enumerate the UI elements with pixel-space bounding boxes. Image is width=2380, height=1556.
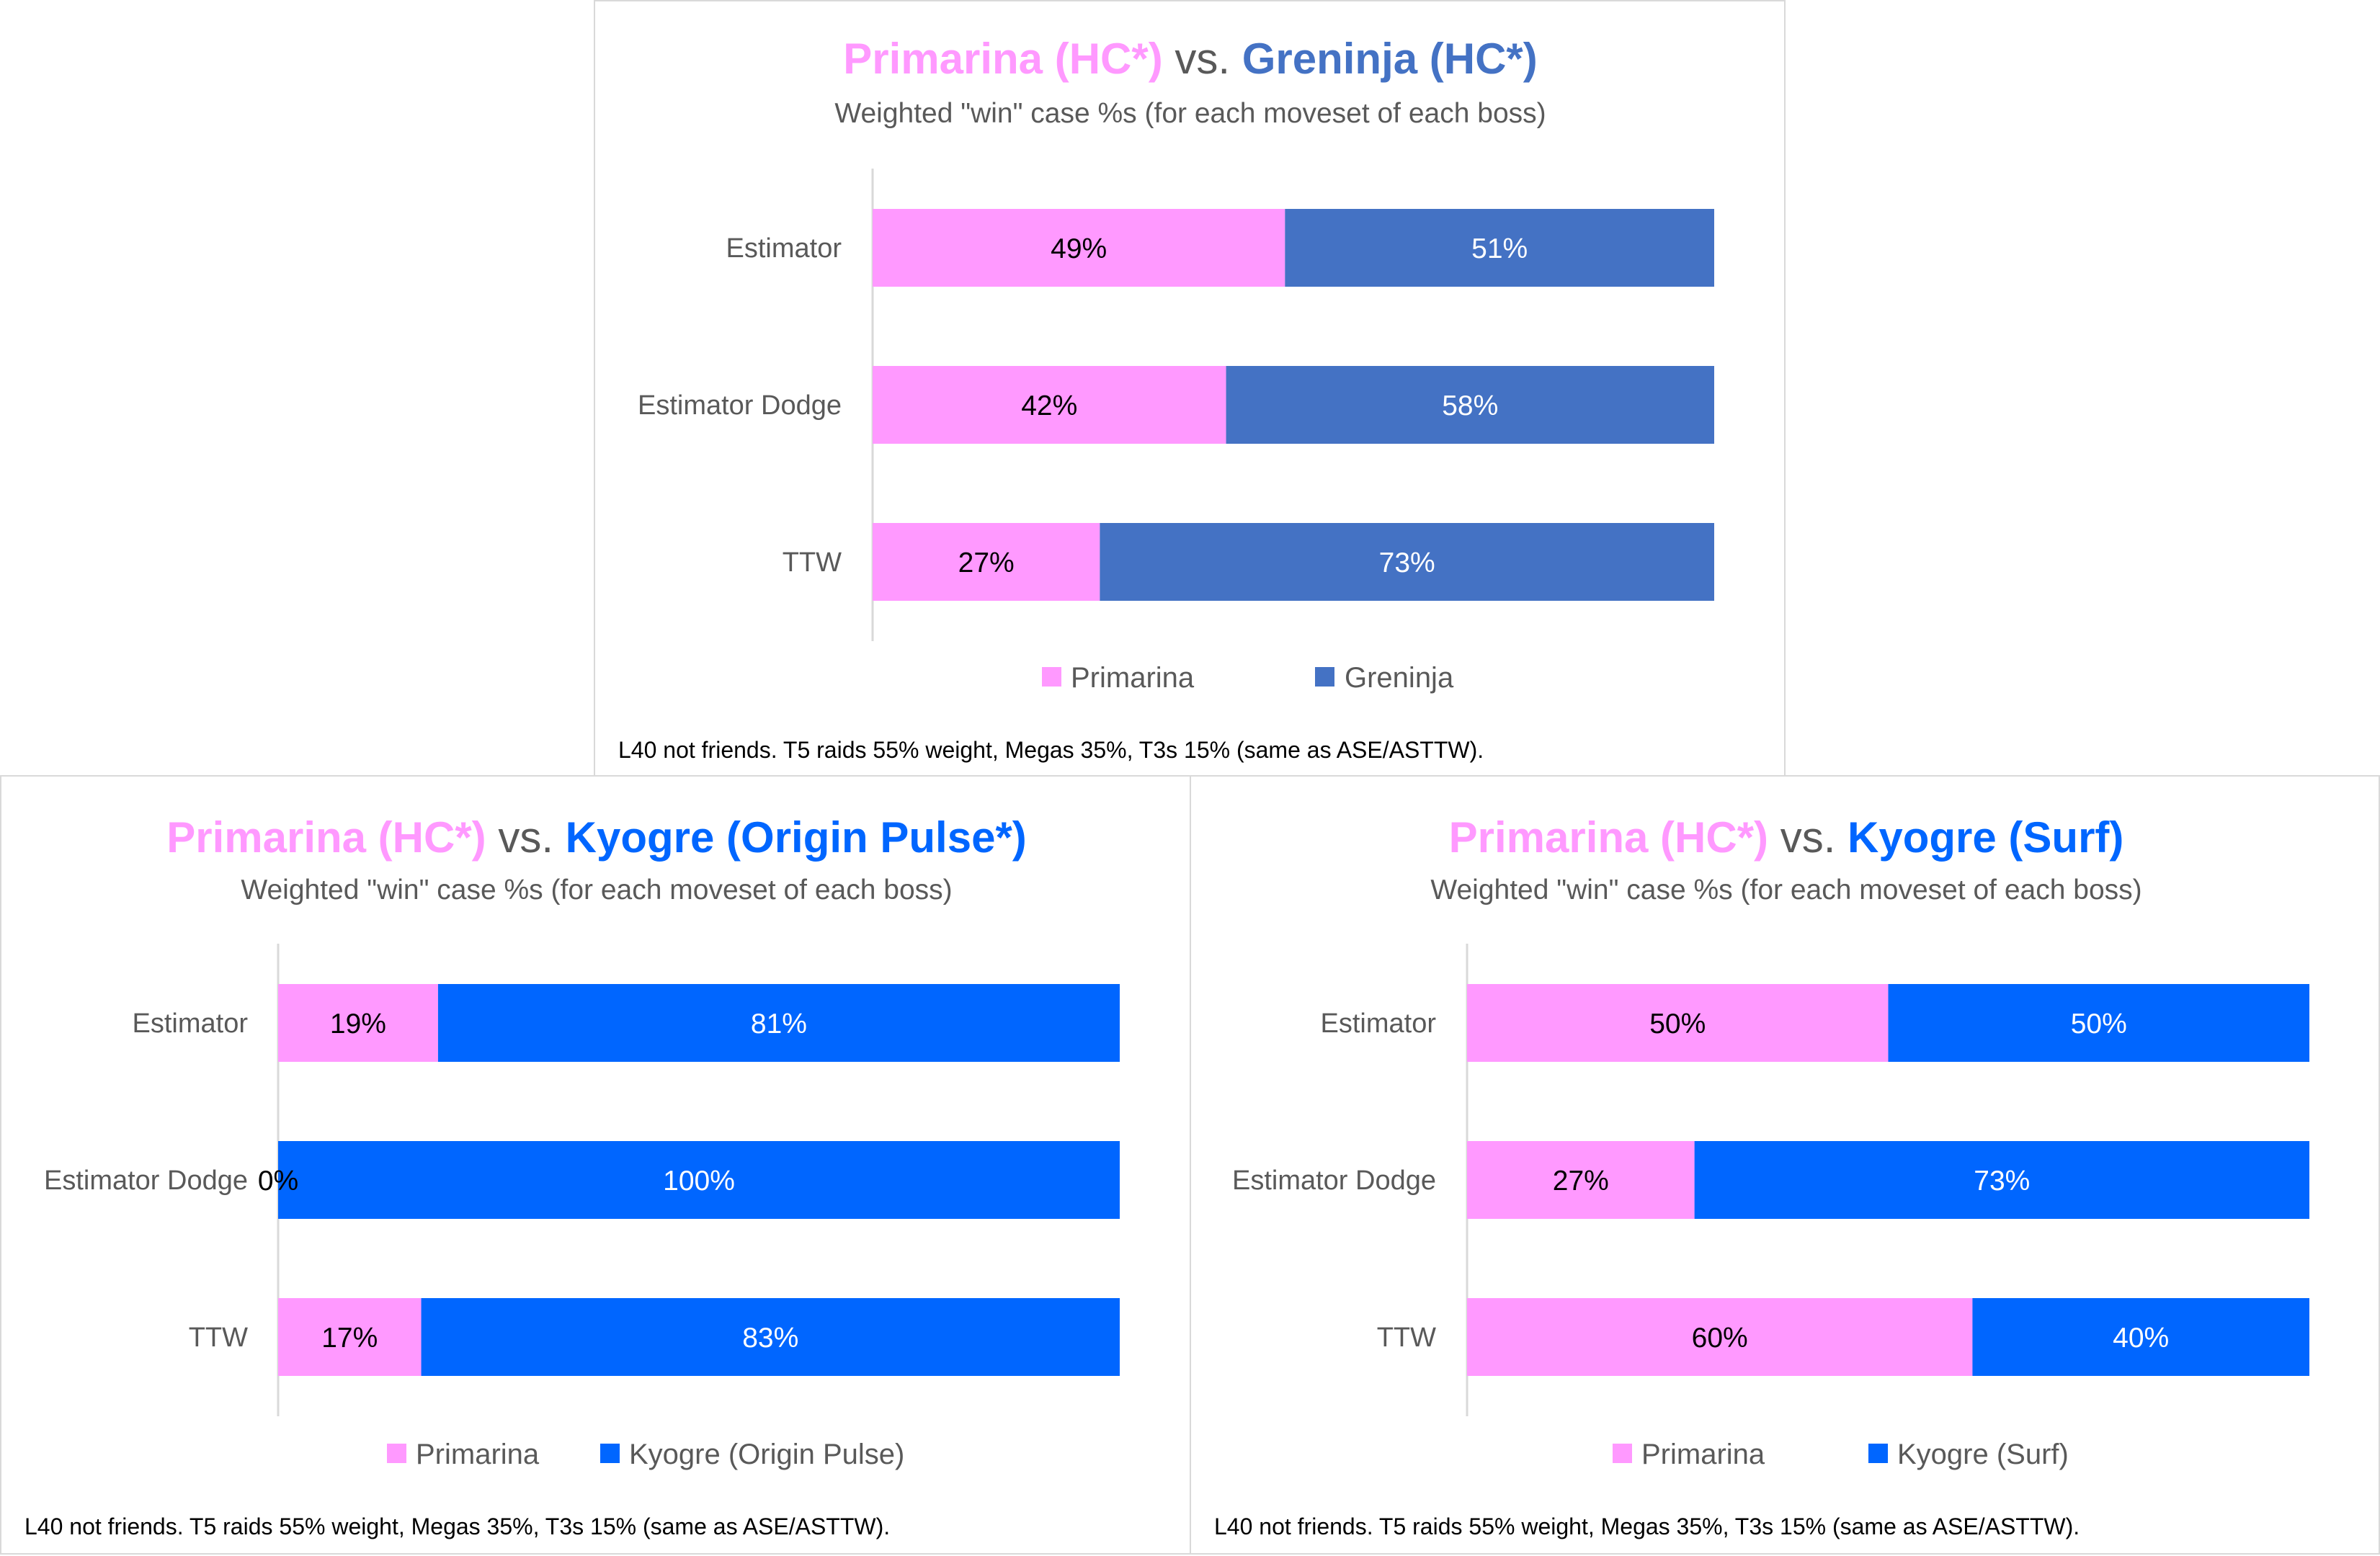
data-label: 60%: [1692, 1323, 1748, 1354]
bar-segment-greninja: [1226, 366, 1714, 444]
bar-segment-kyogre-surf: [1694, 1141, 2309, 1219]
bar-segment-primarina: [1467, 1141, 1695, 1219]
legend-label: Kyogre (Surf): [1897, 1439, 2069, 1470]
bar-segment-primarina: [873, 366, 1226, 444]
bar-segment-kyogre-origin-pulse: [437, 984, 1120, 1062]
chart-title-part2: Kyogre (Surf): [1848, 813, 2123, 862]
category-label: Estimator: [133, 1009, 249, 1039]
chart-title-part2: Greninja (HC*): [1242, 35, 1538, 83]
data-label: 100%: [663, 1166, 735, 1197]
legend-label: Greninja: [1345, 662, 1454, 694]
chart-title: Primarina (HC*) vs. Greninja (HC*): [843, 35, 1538, 83]
data-label: 73%: [1379, 547, 1435, 578]
category-label: Estimator Dodge: [1232, 1166, 1436, 1196]
data-label: 42%: [1021, 390, 1077, 421]
chart-panel-primarina-vs-kyogre-surf: Primarina (HC*) vs. Kyogre (Surf) Weighte…: [1190, 775, 2380, 1555]
category-label: Estimator Dodge: [638, 390, 842, 421]
data-label: 81%: [751, 1009, 807, 1039]
bar-segment-kyogre-surf: [1972, 1298, 2309, 1376]
legend-label: Kyogre (Origin Pulse): [629, 1439, 904, 1470]
data-label: 40%: [2113, 1323, 2169, 1354]
bar-segment-primarina: [873, 209, 1285, 287]
category-label: Estimator: [726, 233, 842, 264]
chart-subtitle: Weighted "win" case %s (for each moveset…: [834, 98, 1546, 129]
data-label: 17%: [321, 1323, 378, 1354]
chart-svg: Primarina (HC*) vs. Kyogre (Origin Pulse…: [24, 813, 1120, 1539]
data-label: 50%: [1649, 1009, 1706, 1039]
chart-title-part1: Primarina (HC*): [1449, 813, 1768, 862]
legend-label: Primarina: [1641, 1439, 1765, 1470]
data-label: 51%: [1471, 233, 1528, 264]
chart-subtitle: Weighted "win" case %s (for each moveset…: [1430, 875, 2141, 906]
chart-title-part2: Kyogre (Origin Pulse*): [566, 813, 1027, 862]
chart-footnote: L40 not friends. T5 raids 55% weight, Me…: [24, 1513, 890, 1539]
bar-segment-primarina: [278, 984, 438, 1062]
chart-svg: Primarina (HC*) vs. Kyogre (Surf) Weighte…: [1214, 813, 2309, 1539]
chart-title-part1: Primarina (HC*): [166, 813, 486, 862]
chart-subtitle: Weighted "win" case %s (for each moveset…: [241, 875, 952, 906]
chart-footnote: L40 not friends. T5 raids 55% weight, Me…: [1214, 1513, 2080, 1539]
category-label: Estimator: [1321, 1009, 1437, 1039]
data-label: 50%: [2071, 1009, 2127, 1039]
bar-segment-primarina: [1467, 984, 1889, 1062]
chart-svg: Primarina (HC*) vs. Greninja (HC*) Weight…: [618, 35, 1714, 763]
category-label: TTW: [189, 1323, 248, 1353]
chart-title-vs: vs.: [1768, 813, 1848, 862]
chart-title-vs: vs.: [486, 813, 566, 862]
data-label: 58%: [1442, 390, 1498, 421]
bar-segment-kyogre-origin-pulse: [421, 1298, 1120, 1376]
chart-title-vs: vs.: [1163, 35, 1242, 83]
legend-swatch: [1613, 1444, 1632, 1463]
legend-label: Primarina: [416, 1439, 540, 1470]
bar-segment-primarina: [1467, 1298, 1973, 1376]
legend-swatch: [1042, 667, 1061, 687]
legend-swatch: [600, 1444, 620, 1463]
bar-segment-primarina: [873, 523, 1100, 601]
chart-footnote: L40 not friends. T5 raids 55% weight, Me…: [618, 737, 1484, 763]
category-label: Estimator Dodge: [44, 1166, 248, 1196]
chart-title-part1: Primarina (HC*): [843, 35, 1162, 83]
category-label: TTW: [1377, 1323, 1436, 1353]
bar-segment-greninja: [1285, 209, 1714, 287]
bar-segment-kyogre-origin-pulse: [278, 1141, 1120, 1219]
data-label: 83%: [742, 1323, 798, 1354]
bar-segment-greninja: [1100, 523, 1714, 601]
legend-swatch: [1868, 1444, 1888, 1463]
data-label: 0%: [258, 1166, 298, 1197]
category-label: TTW: [783, 547, 842, 578]
bar-segment-kyogre-surf: [1888, 984, 2309, 1062]
data-label: 19%: [330, 1009, 386, 1039]
chart-title: Primarina (HC*) vs. Kyogre (Origin Pulse…: [166, 813, 1027, 862]
data-label: 27%: [958, 547, 1015, 578]
data-label: 27%: [1553, 1166, 1609, 1197]
data-label: 73%: [1974, 1166, 2030, 1197]
chart-panel-primarina-vs-greninja: Primarina (HC*) vs. Greninja (HC*) Weight…: [594, 0, 1786, 777]
chart-panel-primarina-vs-kyogre-origin-pulse: Primarina (HC*) vs. Kyogre (Origin Pulse…: [0, 775, 1192, 1555]
chart-title: Primarina (HC*) vs. Kyogre (Surf): [1449, 813, 2124, 862]
legend-swatch: [387, 1444, 406, 1463]
legend-swatch: [1315, 667, 1334, 687]
bar-segment-primarina: [278, 1298, 422, 1376]
legend-label: Primarina: [1071, 662, 1195, 694]
data-label: 49%: [1051, 233, 1107, 264]
